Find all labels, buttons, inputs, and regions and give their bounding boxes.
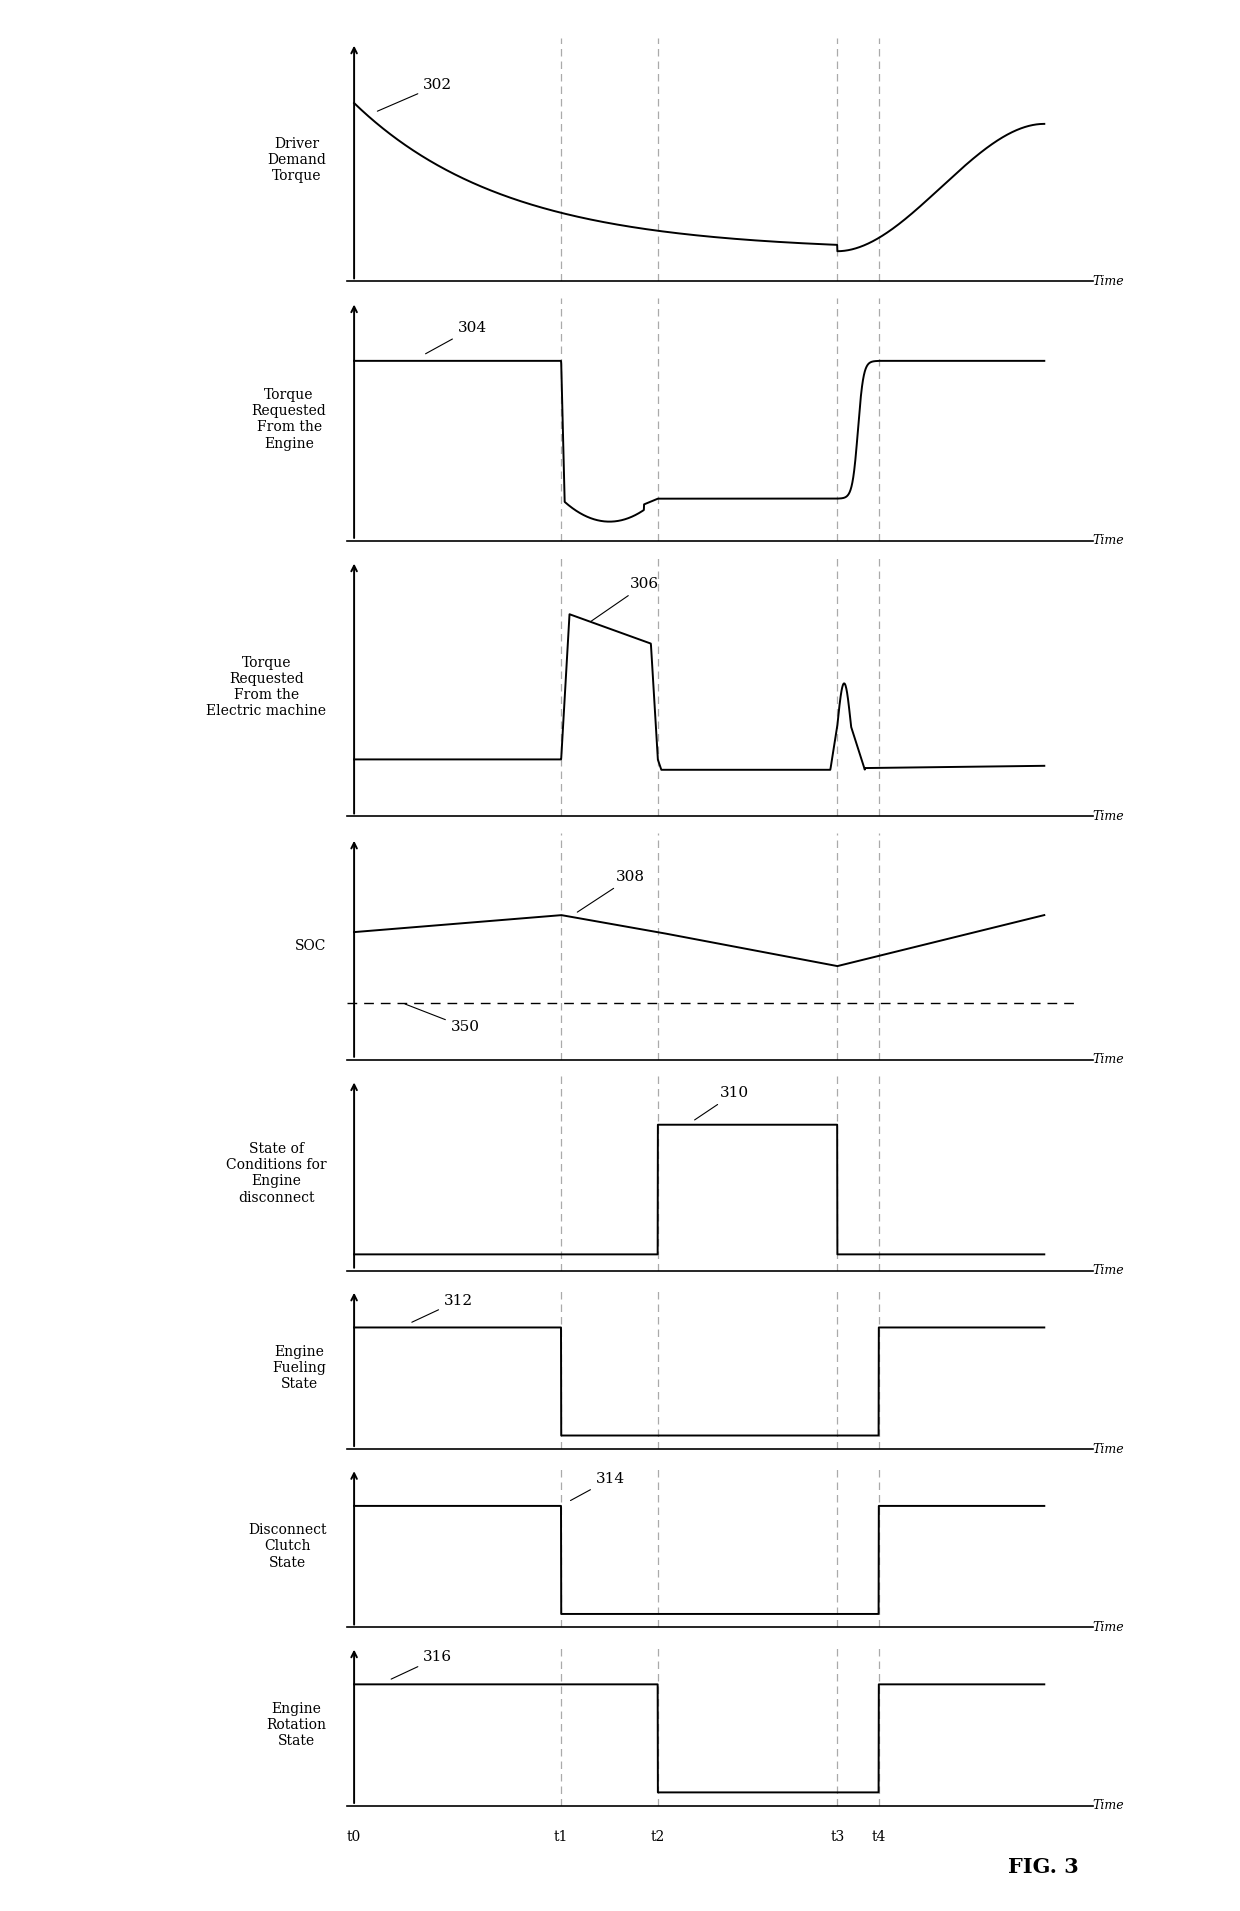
Text: Time: Time	[1092, 1443, 1125, 1456]
Text: Torque
Requested
From the
Electric machine: Torque Requested From the Electric machi…	[207, 655, 326, 719]
Text: Time: Time	[1092, 1800, 1125, 1812]
Text: Disconnect
Clutch
State: Disconnect Clutch State	[248, 1523, 326, 1569]
Text: Time: Time	[1092, 1263, 1125, 1277]
Text: SOC: SOC	[295, 940, 326, 954]
Text: 304: 304	[425, 321, 487, 354]
Text: Driver
Demand
Torque: Driver Demand Torque	[268, 136, 326, 183]
Text: t3: t3	[830, 1831, 844, 1844]
Text: 308: 308	[578, 870, 645, 912]
Text: Engine
Rotation
State: Engine Rotation State	[267, 1701, 326, 1749]
Text: Time: Time	[1092, 810, 1125, 824]
Text: Time: Time	[1092, 1053, 1125, 1066]
Text: 316: 316	[391, 1651, 453, 1680]
Text: Time: Time	[1092, 535, 1125, 547]
Text: Time: Time	[1092, 1621, 1125, 1634]
Text: 306: 306	[591, 577, 660, 621]
Text: 302: 302	[377, 78, 453, 111]
Text: State of
Conditions for
Engine
disconnect: State of Conditions for Engine disconnec…	[226, 1143, 326, 1204]
Text: Torque
Requested
From the
Engine: Torque Requested From the Engine	[252, 388, 326, 451]
Text: t4: t4	[872, 1831, 885, 1844]
Text: Engine
Fueling
State: Engine Fueling State	[273, 1345, 326, 1391]
Text: t2: t2	[651, 1831, 665, 1844]
Text: Time: Time	[1092, 275, 1125, 289]
Text: t1: t1	[554, 1831, 568, 1844]
Text: 350: 350	[405, 1003, 480, 1034]
Text: FIG. 3: FIG. 3	[1008, 1857, 1079, 1877]
Text: 314: 314	[570, 1471, 625, 1500]
Text: t0: t0	[347, 1831, 361, 1844]
Text: 310: 310	[694, 1085, 749, 1120]
Text: 312: 312	[412, 1294, 472, 1322]
